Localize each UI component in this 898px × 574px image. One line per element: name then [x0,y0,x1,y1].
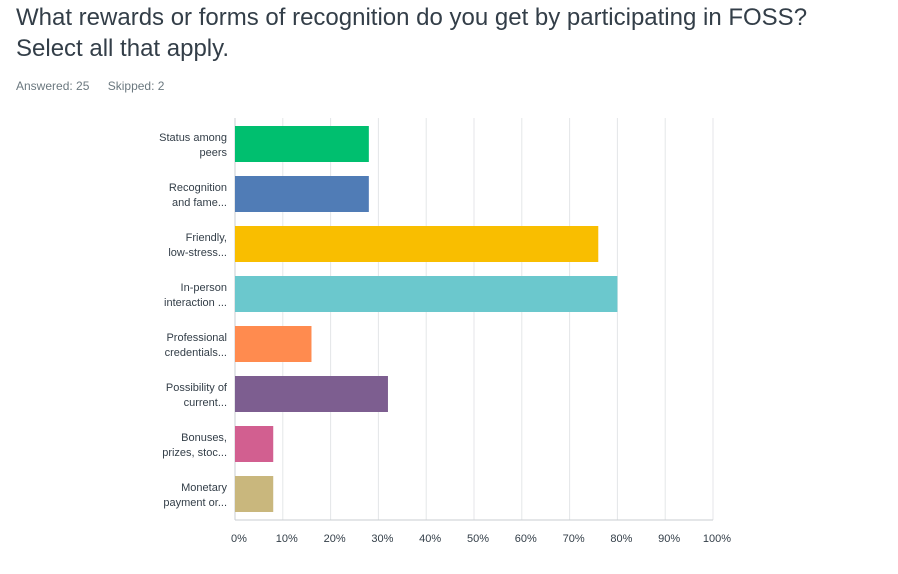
question-title: What rewards or forms of recognition do … [16,4,808,62]
x-tick-label: 0% [231,533,247,545]
category-label: low-stress... [168,247,227,259]
bar [235,426,274,462]
x-tick-label: 70% [563,533,585,545]
x-tick-label: 20% [324,533,346,545]
answered-count: Answered: 25 [16,79,90,93]
x-tick-label: 50% [467,533,489,545]
category-label: In-person [181,282,227,294]
category-label: prizes, stoc... [162,447,227,459]
category-label: current... [184,397,227,409]
x-tick-label: 100% [703,533,731,545]
category-label: and fame... [172,197,227,209]
response-stats: Answered: 25 Skipped: 2 [16,79,179,93]
bar [235,176,369,212]
category-label: peers [199,147,227,159]
category-label: Possibility of [166,382,228,394]
category-label: interaction ... [164,297,227,309]
x-tick-label: 40% [419,533,441,545]
category-label: credentials... [165,347,227,359]
x-tick-label: 90% [658,533,680,545]
bar [235,476,274,512]
category-label: Professional [166,332,227,344]
category-label: Recognition [169,182,227,194]
category-label: Status among [159,132,227,144]
category-label: Bonuses, [181,432,227,444]
bar [235,376,388,412]
skipped-count: Skipped: 2 [107,79,165,93]
bar [235,326,312,362]
bar [235,226,599,262]
category-label: payment or... [163,497,227,509]
bar [235,276,618,312]
x-tick-label: 30% [371,533,393,545]
x-tick-label: 10% [276,533,298,545]
x-tick-label: 60% [515,533,537,545]
category-label: Monetary [181,482,227,494]
x-tick-label: 80% [610,533,632,545]
category-label: Friendly, [186,232,227,244]
bar [235,126,369,162]
